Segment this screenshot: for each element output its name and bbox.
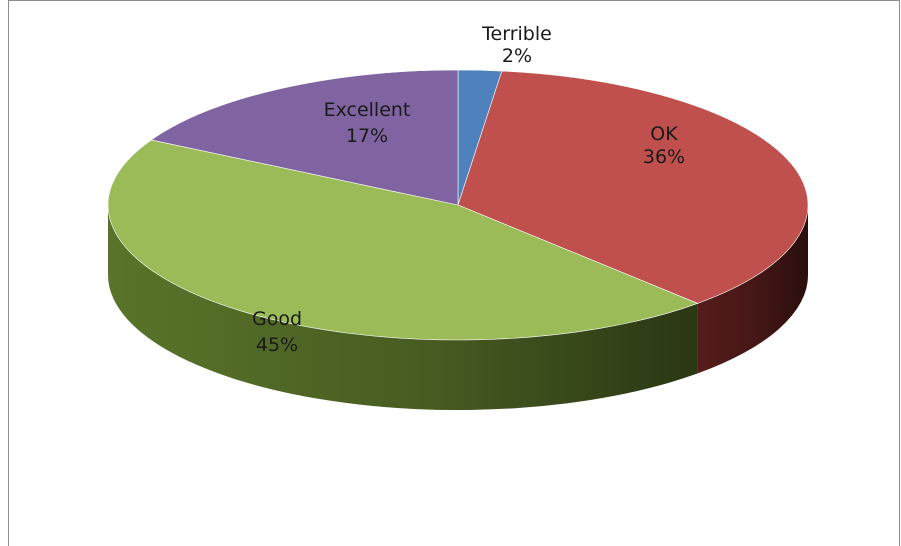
pie-slice-good bbox=[107, 139, 699, 341]
slice-percent-good: 45% bbox=[256, 334, 298, 356]
slice-label-ok: OK bbox=[650, 123, 678, 145]
slice-percent-ok: 36% bbox=[643, 146, 685, 168]
pie-side-shade-ok bbox=[697, 205, 808, 374]
slice-label-terrible: Terrible bbox=[481, 23, 552, 45]
pie-sides bbox=[108, 205, 808, 410]
pie-side-shade-good bbox=[108, 205, 698, 410]
slice-label-excellent: Excellent bbox=[324, 99, 411, 121]
slice-label-good: Good bbox=[252, 308, 302, 330]
pie-tops bbox=[107, 69, 809, 341]
pie-slice-excellent bbox=[150, 69, 459, 206]
slice-percent-terrible: 2% bbox=[502, 45, 532, 67]
slice-percent-excellent: 17% bbox=[346, 125, 388, 147]
pie-slice-ok bbox=[457, 70, 809, 304]
